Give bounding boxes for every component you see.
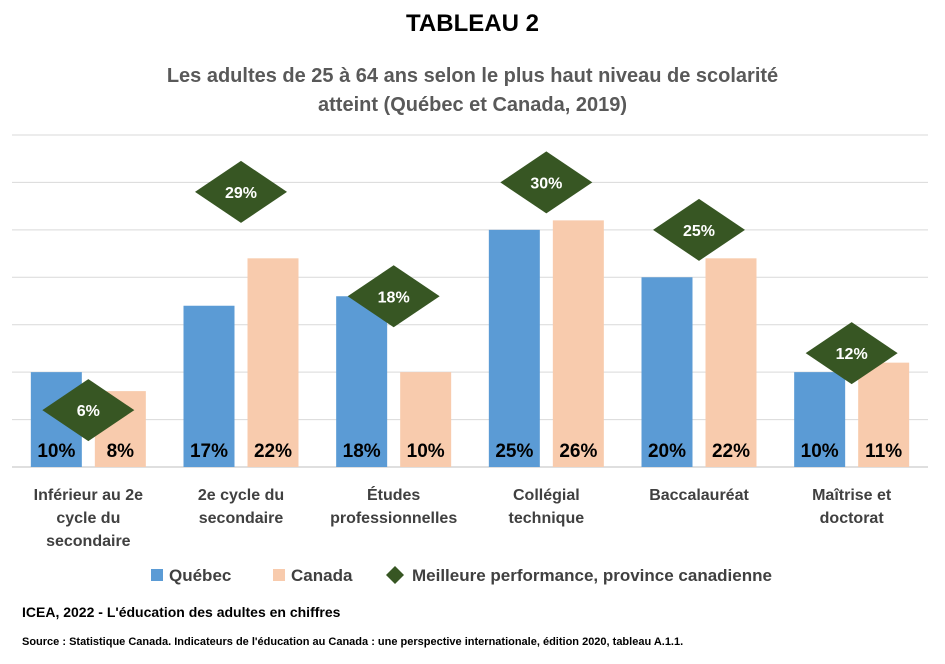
category-label: professionnelles — [330, 510, 457, 527]
category-label: cycle du — [56, 510, 120, 527]
category-label: Inférieur au 2e — [34, 487, 143, 504]
data-label-canada: 26% — [559, 441, 597, 462]
category-labels: Inférieur au 2e cycle du secondaire 2e cycl… — [34, 485, 892, 550]
data-label-quebec: 10% — [801, 441, 839, 462]
chart-title-line-2: atteint (Québec et Canada, 2019) — [318, 94, 627, 116]
bar-quebec — [183, 305, 235, 467]
legend-swatch-canada — [273, 569, 285, 581]
chart-title: Les adultes de 25 à 64 ans selon le plus… — [0, 62, 945, 120]
best-province-diamond — [195, 160, 287, 223]
best-province-label: 18% — [378, 289, 410, 306]
data-label-canada: 22% — [254, 441, 292, 462]
gridlines — [12, 134, 928, 468]
bar-canada — [552, 220, 604, 467]
best-province-label: 6% — [77, 403, 100, 420]
best-province-diamond — [653, 198, 745, 261]
footer-brand: ICEA, 2022 - L'éducation des adultes en … — [22, 604, 341, 620]
legend-label-best: Meilleure performance, province canadien… — [412, 566, 772, 585]
bar-quebec — [794, 372, 846, 467]
best-province-markers: 6% 29% 18% 30% 25% 12% — [42, 151, 898, 442]
bar-chart: 10% 8% 17% 22% 18% 10% 25% 26% 20% 22% 10% 11% 6% 29… — [12, 134, 928, 585]
data-label-canada: 8% — [107, 441, 135, 462]
category-label: doctorat — [820, 510, 885, 527]
best-province-diamond — [805, 322, 898, 385]
category-label: Études — [367, 485, 420, 504]
best-province-label: 29% — [225, 185, 257, 202]
best-province-diamond — [500, 151, 593, 214]
bar-canada — [858, 362, 910, 467]
data-label-canada: 10% — [407, 441, 445, 462]
legend-swatch-quebec — [151, 569, 163, 581]
best-province-diamond — [347, 265, 440, 328]
bar-canada — [247, 258, 299, 467]
chart-title-line-1: Les adultes de 25 à 64 ans selon le plus… — [166, 65, 779, 87]
data-label-quebec: 17% — [190, 441, 228, 462]
data-label-quebec: 18% — [343, 441, 381, 462]
data-label-quebec: 10% — [37, 441, 75, 462]
legend-swatch-best — [386, 566, 404, 584]
category-label: secondaire — [199, 510, 284, 527]
best-province-label: 25% — [683, 223, 715, 240]
best-province-label: 12% — [836, 346, 868, 363]
bar-canada — [705, 258, 757, 467]
footer-source: Source : Statistique Canada. Indicateurs… — [22, 636, 684, 648]
data-label-quebec: 20% — [648, 441, 686, 462]
bar-quebec — [488, 229, 540, 467]
category-label: Maîtrise et — [812, 487, 892, 504]
bar-quebec — [336, 296, 388, 467]
bar-quebec — [641, 277, 693, 467]
data-label-canada: 22% — [712, 441, 750, 462]
category-label: Baccalauréat — [649, 487, 749, 504]
data-label-quebec: 25% — [495, 441, 533, 462]
best-province-diamond — [42, 379, 135, 442]
category-label: technique — [509, 510, 585, 527]
bars: 10% 8% 17% 22% 18% 10% 25% 26% 20% 22% 10% 11% — [30, 220, 910, 467]
category-label: 2e cycle du — [198, 487, 284, 504]
category-label: secondaire — [46, 533, 131, 550]
chart-label: TABLEAU 2 — [406, 10, 539, 37]
category-label: Collégial — [513, 487, 580, 504]
legend-label-quebec: Québec — [169, 566, 231, 585]
bar-canada — [400, 372, 452, 467]
legend-label-canada: Canada — [291, 566, 353, 585]
best-province-label: 30% — [530, 175, 562, 192]
data-label-canada: 11% — [865, 441, 902, 462]
legend: Québec Canada Meilleure performance, provi… — [151, 566, 772, 585]
